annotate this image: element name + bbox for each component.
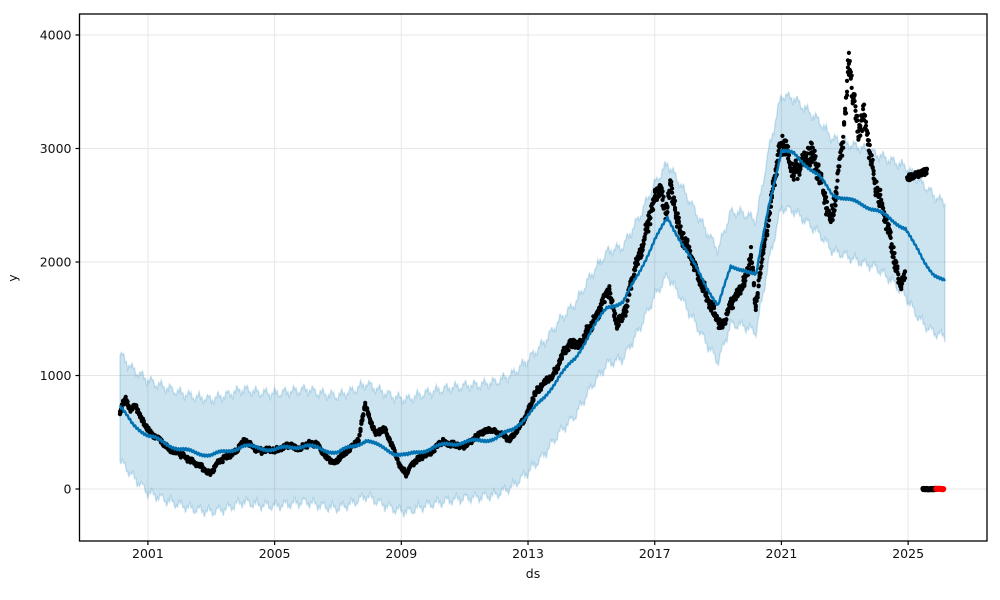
x-tick-label: 2017 (639, 546, 671, 561)
y-tick-label: 3000 (40, 141, 72, 156)
x-axis-ticks: 2001 2005 2009 2013 2017 2021 2025 (132, 541, 924, 561)
x-tick-label: 2001 (132, 546, 164, 561)
x-tick-label: 2021 (766, 546, 798, 561)
y-tick-label: 2000 (40, 255, 72, 270)
flagged-red-points (933, 485, 947, 493)
forecast-line (118, 148, 946, 458)
uncertainty-band (119, 90, 946, 518)
x-tick-label: 2013 (512, 546, 544, 561)
gridlines (79, 14, 987, 541)
x-axis-label: ds (526, 566, 540, 581)
recent-cluster-points (905, 166, 930, 183)
y-tick-label: 0 (64, 482, 72, 497)
y-tick-label: 4000 (40, 27, 72, 42)
y-axis-ticks: 0 1000 2000 3000 4000 (40, 27, 80, 497)
x-tick-label: 2005 (259, 546, 291, 561)
axes-spines (78, 13, 988, 542)
x-tick-label: 2009 (385, 546, 417, 561)
actual-points (117, 50, 908, 479)
x-tick-label: 2025 (892, 546, 924, 561)
y-axis-label: y (5, 274, 20, 282)
y-tick-label: 1000 (40, 368, 72, 383)
